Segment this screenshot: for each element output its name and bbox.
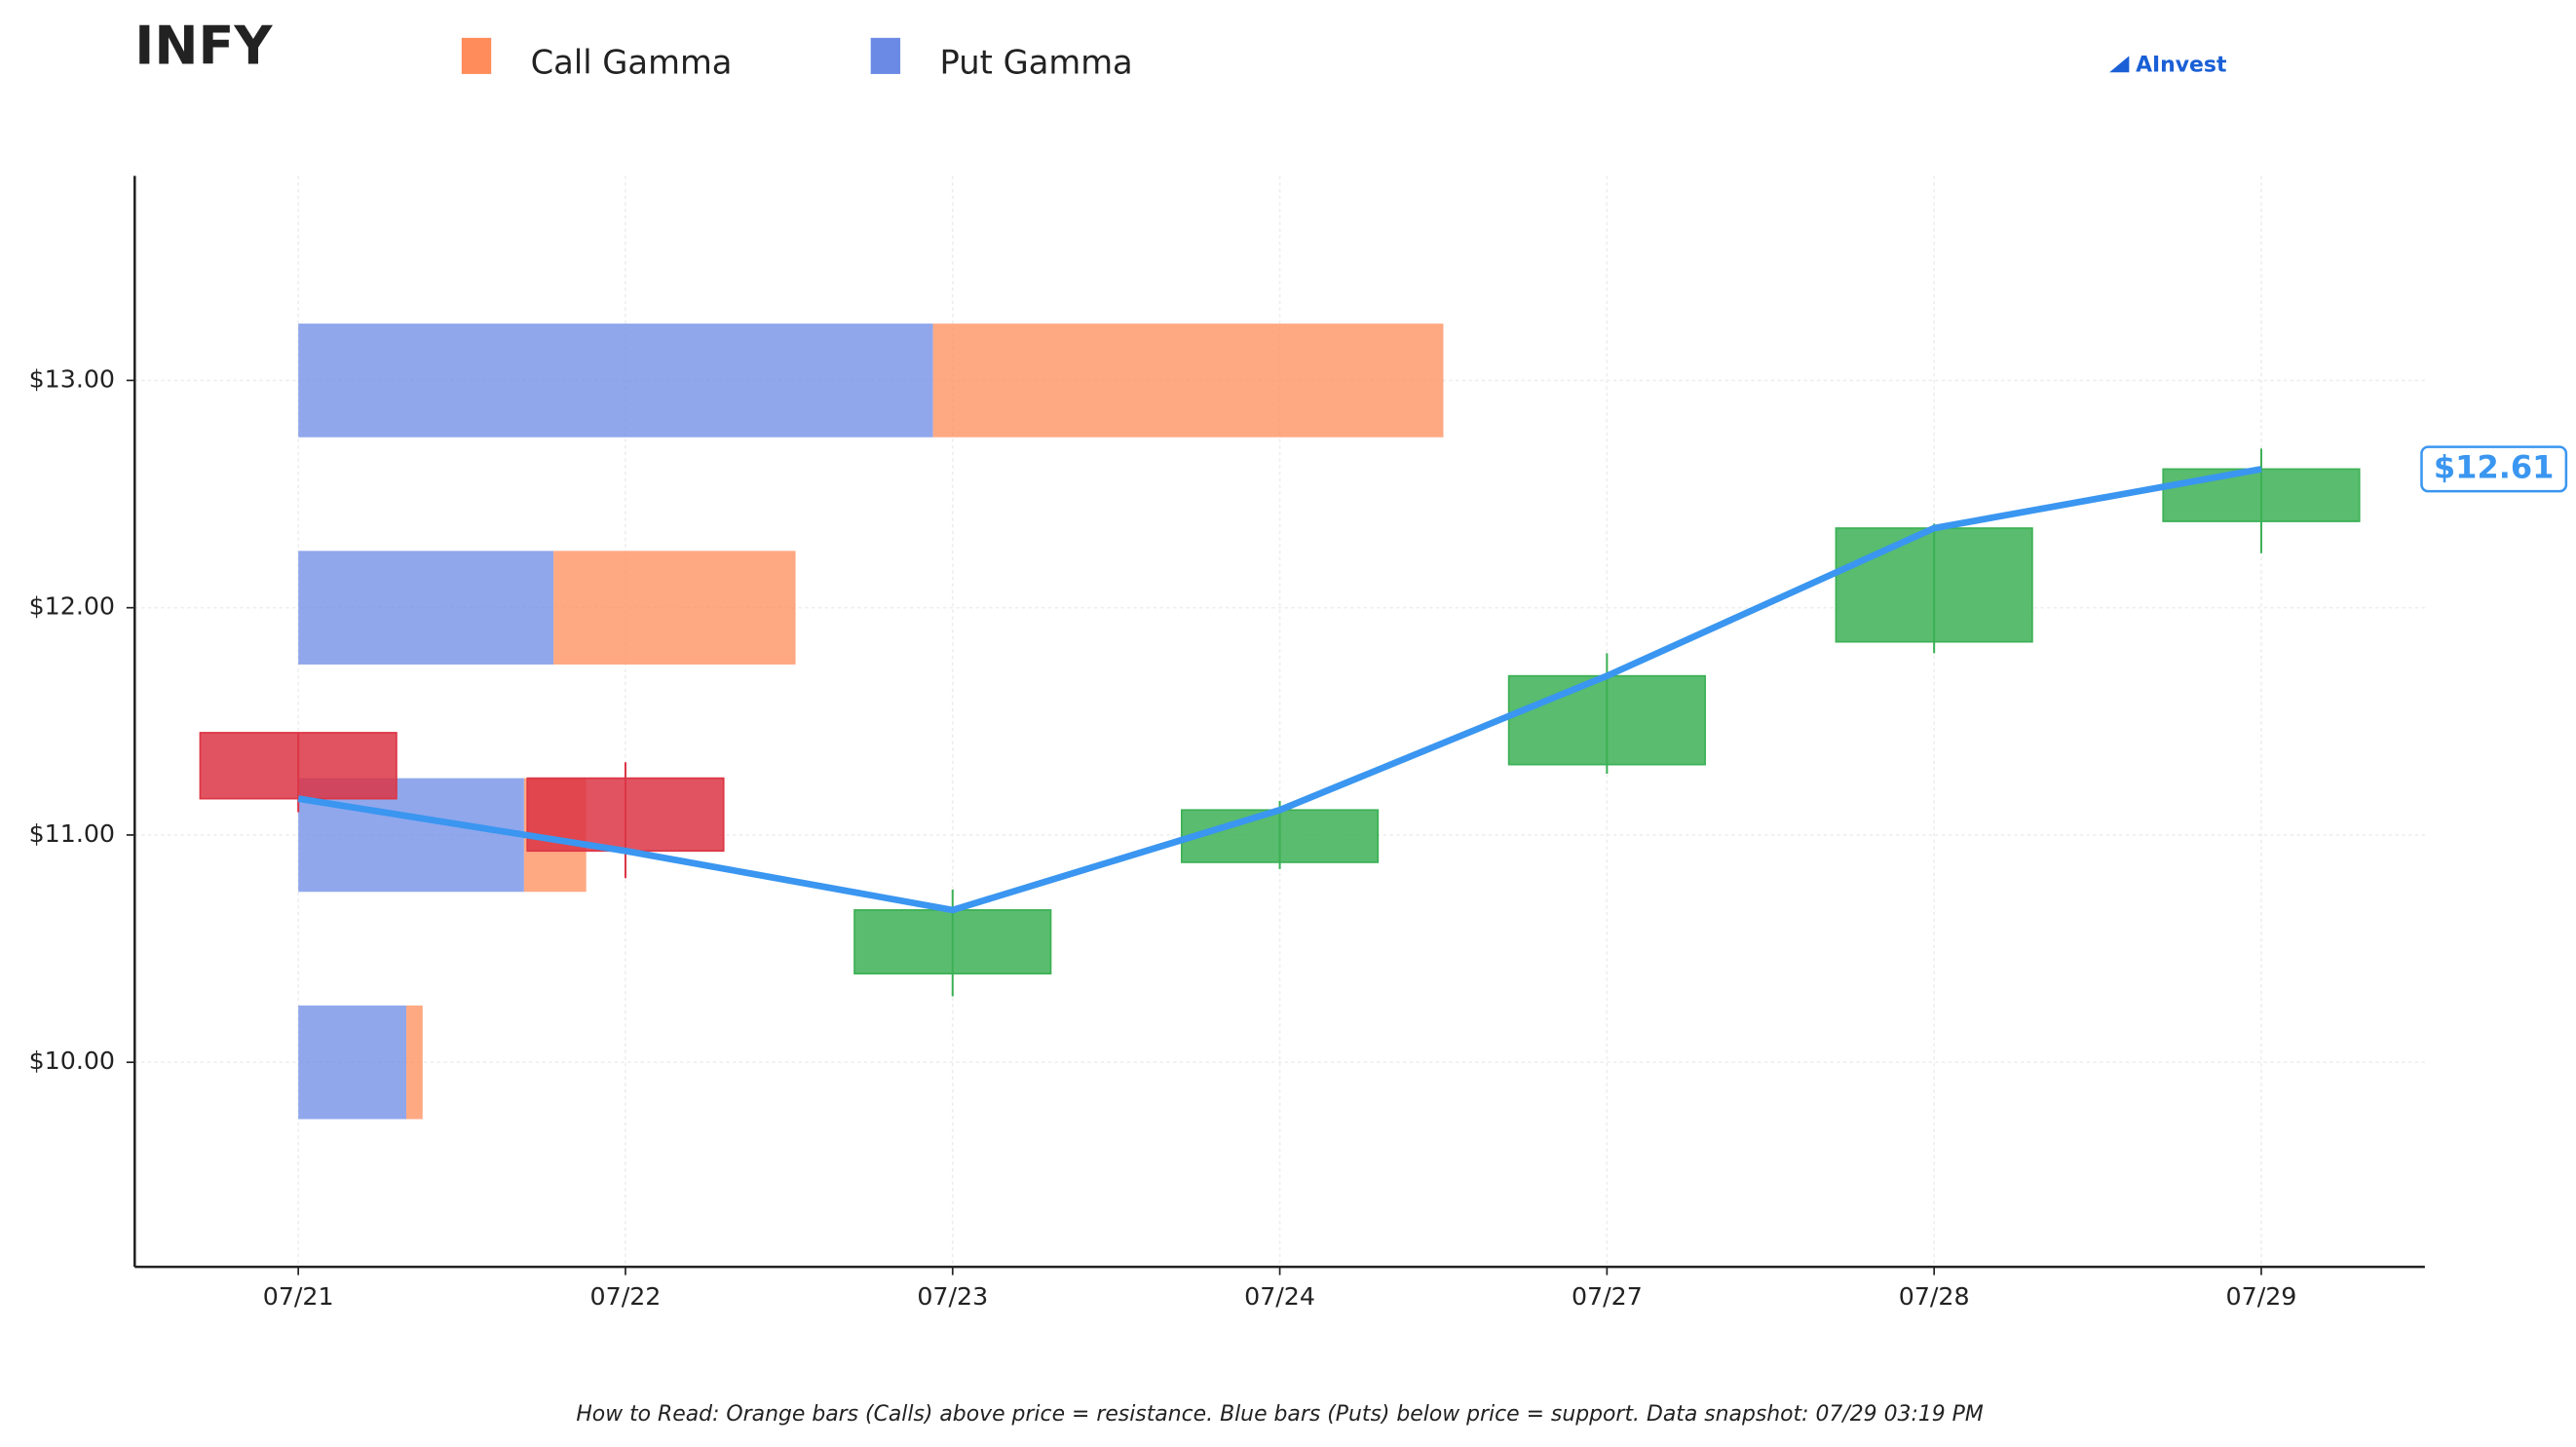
gamma-bar (298, 324, 933, 438)
x-tick-label: 07/21 (263, 1282, 334, 1311)
y-tick-label: $13.00 (29, 364, 115, 393)
candle-body (1835, 527, 2033, 643)
candle-body (199, 732, 398, 800)
legend-swatch (870, 37, 901, 74)
x-tick-label: 07/22 (590, 1282, 662, 1311)
footnote: How to Read: Orange bars (Calls) above p… (576, 1402, 1984, 1427)
x-tick-label: 07/28 (1899, 1282, 1970, 1311)
legend-label: Put Gamma (940, 43, 1133, 81)
gamma-bar (298, 1005, 406, 1120)
gamma-bar (553, 551, 796, 665)
chart-title: INFY (134, 15, 273, 76)
y-tick-label: $12.00 (29, 592, 115, 621)
logo-icon (2109, 56, 2130, 73)
candle-body (1180, 809, 1380, 863)
gamma-bar (405, 1005, 423, 1120)
logo: AInvest (2136, 54, 2226, 78)
candle-body (2162, 468, 2361, 522)
candle-body (1507, 674, 1706, 766)
candle-body (853, 909, 1052, 975)
legend-swatch (461, 37, 492, 74)
x-tick-label: 07/23 (917, 1282, 988, 1311)
x-tick-label: 07/24 (1244, 1282, 1315, 1311)
gamma-bar (932, 324, 1444, 438)
price-label: $12.61 (2434, 448, 2555, 485)
price-label-box (2420, 445, 2568, 493)
x-tick-label: 07/29 (2226, 1282, 2297, 1311)
y-tick-label: $11.00 (29, 819, 115, 848)
price-line (297, 466, 2262, 914)
y-tick-label: $10.00 (29, 1047, 115, 1075)
x-tick-label: 07/27 (1572, 1282, 1643, 1311)
gamma-bar (298, 551, 554, 665)
legend-label: Call Gamma (531, 43, 733, 81)
